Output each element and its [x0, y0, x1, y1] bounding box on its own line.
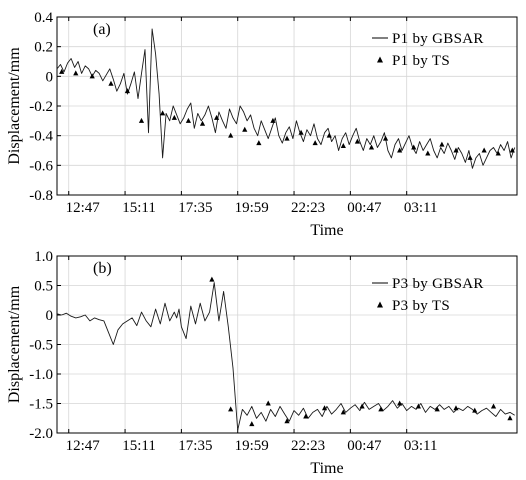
- ts-point: [270, 117, 276, 123]
- y-tick-label: 0: [46, 308, 54, 324]
- ts-point: [434, 406, 440, 412]
- y-axis-title: Displacement/mm: [6, 285, 23, 403]
- x-tick-label: 17:35: [178, 438, 212, 454]
- x-tick-label: 17:35: [178, 200, 212, 216]
- legend: P3 by GBSAR P3 by TS: [372, 276, 484, 314]
- ts-point: [213, 114, 220, 120]
- ts-point: [284, 418, 290, 424]
- ts-point: [359, 403, 365, 409]
- ts-point: [265, 400, 271, 406]
- ts-point: [453, 147, 459, 153]
- ts-point: [378, 406, 384, 412]
- ts-point: [439, 141, 445, 147]
- y-tick-label: 0.5: [34, 279, 53, 295]
- ts-point: [160, 110, 166, 116]
- ts-point: [354, 138, 361, 144]
- ts-point: [415, 403, 422, 409]
- ts-point: [472, 407, 478, 413]
- x-tick-label: 12:47: [66, 200, 101, 216]
- ts-point: [340, 143, 346, 149]
- y-tick-label: -2.0: [29, 426, 53, 442]
- y-tick-label: 1.0: [34, 249, 53, 265]
- ts-point: [228, 406, 234, 412]
- ts-point: [397, 400, 403, 406]
- panel-label: (a): [93, 21, 111, 38]
- x-tick-label: 00:47: [347, 200, 382, 216]
- series-ts: [209, 276, 513, 427]
- legend: P1 by GBSAR P1 by TS: [372, 31, 484, 69]
- ts-point: [171, 114, 177, 120]
- y-tick-label: -0.8: [29, 188, 53, 204]
- ts-point: [507, 415, 513, 421]
- series-ts: [59, 68, 515, 160]
- ts-point: [382, 135, 389, 141]
- y-tick-label: -0.4: [29, 129, 53, 145]
- x-tick-label: 15:11: [122, 200, 156, 216]
- ts-point: [490, 403, 497, 409]
- ts-point: [249, 421, 255, 427]
- y-tick-label: -0.6: [29, 158, 53, 174]
- ts-point: [495, 150, 501, 156]
- ts-point: [321, 405, 328, 411]
- ts-point: [312, 140, 318, 146]
- ts-point: [73, 70, 79, 76]
- x-tick-label: 03:11: [404, 200, 438, 216]
- x-tick-label: 03:11: [404, 438, 438, 454]
- y-tick-label: -0.5: [29, 338, 53, 354]
- x-tick-label: 19:59: [235, 438, 269, 454]
- ts-point: [411, 144, 417, 150]
- y-tick-label: 0.2: [34, 40, 53, 56]
- legend-label: P3 by GBSAR: [392, 276, 484, 292]
- ts-point: [425, 150, 431, 156]
- ts-point: [326, 132, 332, 138]
- x-tick-label: 00:47: [347, 438, 382, 454]
- x-tick-label: 22:23: [291, 438, 325, 454]
- y-tick-label: 0.4: [34, 10, 53, 26]
- ts-point: [124, 88, 131, 94]
- y-tick-label: -1.5: [29, 397, 53, 413]
- ts-point: [467, 154, 473, 160]
- y-tick-label: 0: [46, 69, 54, 85]
- ts-point: [108, 80, 114, 86]
- ts-point: [256, 140, 262, 146]
- x-tick-label: 19:59: [235, 200, 269, 216]
- x-tick-label: 15:11: [122, 438, 156, 454]
- ts-point: [242, 126, 248, 132]
- panel-label: (b): [93, 260, 112, 277]
- ts-point: [185, 117, 192, 123]
- x-tick-label: 12:47: [66, 438, 101, 454]
- legend-triangle-swatch: [377, 56, 383, 63]
- series-gbsar: [56, 28, 516, 169]
- series-line: [56, 28, 516, 169]
- ts-point: [453, 405, 459, 411]
- y-axis-title: Displacement/mm: [6, 47, 23, 165]
- ts-point: [368, 144, 375, 150]
- ts-point: [509, 147, 515, 153]
- legend-label: P1 by GBSAR: [392, 31, 484, 47]
- ts-point: [209, 276, 215, 282]
- ts-point: [298, 129, 304, 135]
- legend-label: P3 by TS: [392, 298, 450, 314]
- ts-point: [397, 147, 403, 153]
- ts-point: [481, 147, 487, 153]
- x-tick-label: 22:23: [291, 200, 325, 216]
- x-axis-title: Time: [310, 222, 343, 239]
- y-tick-label: -0.2: [29, 99, 53, 115]
- panel-b-chart: 1.0 0.5 0 -0.5 -1.0 -1.5 -2.0 12:47 15:11 17:35 19…: [6, 249, 518, 477]
- ts-point: [284, 135, 290, 141]
- ts-point: [138, 117, 145, 123]
- ts-point: [303, 413, 309, 419]
- x-axis-title: Time: [310, 460, 343, 477]
- ts-point: [59, 68, 65, 74]
- legend-label: P1 by TS: [392, 53, 450, 69]
- ts-point: [228, 132, 234, 138]
- ts-point: [199, 120, 206, 126]
- y-tick-label: -1.0: [29, 367, 53, 383]
- panel-a-chart: 0.4 0.2 0 -0.2 -0.4 -0.6 -0.8 12:47 15:11 17:35 19…: [6, 10, 518, 239]
- ts-point: [89, 73, 95, 79]
- legend-triangle-swatch: [377, 301, 383, 308]
- ts-point: [340, 409, 346, 415]
